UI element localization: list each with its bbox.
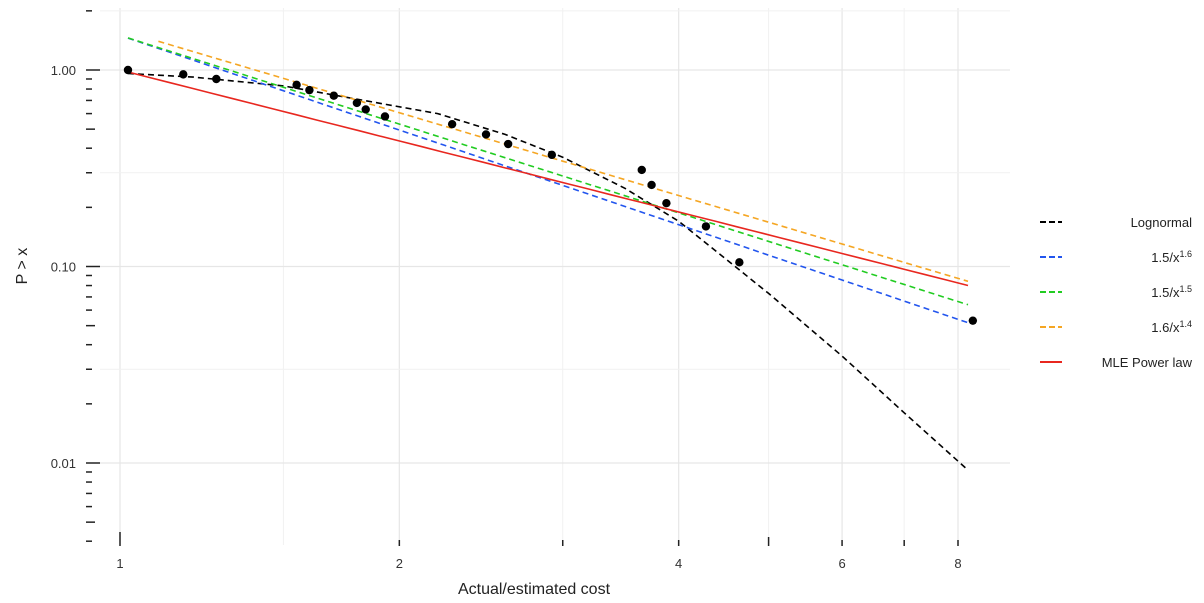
x-axis-title: Actual/estimated cost xyxy=(458,581,611,598)
data-point xyxy=(352,98,362,108)
x-tick-label: 2 xyxy=(396,556,403,571)
legend-label-5: MLE Power law xyxy=(1102,355,1193,370)
data-point xyxy=(329,91,339,100)
series-line-2 xyxy=(127,37,969,324)
grid-lines xyxy=(100,8,1010,545)
legend-label-4: 1.6/x1.4 xyxy=(1151,319,1192,335)
tick-labels: 1 2 4 6 8 1.00 0.10 0.01 xyxy=(51,63,962,571)
data-point xyxy=(212,74,221,84)
y-tick-label: 1.00 xyxy=(51,63,76,78)
data-point xyxy=(647,180,656,190)
data-point xyxy=(179,70,188,79)
legend-label-1: Lognormal xyxy=(1131,215,1193,230)
x-tick-label: 6 xyxy=(838,556,845,571)
y-tick-label: 0.01 xyxy=(51,456,76,471)
series-lines xyxy=(127,37,969,471)
data-point xyxy=(123,65,133,75)
data-point xyxy=(968,316,978,325)
data-point xyxy=(503,139,513,149)
x-tick-label: 8 xyxy=(954,556,961,571)
data-point xyxy=(735,258,744,267)
data-point xyxy=(447,119,457,129)
y-axis-title: P > x xyxy=(14,248,31,285)
data-point xyxy=(637,165,646,175)
x-tick-label: 1 xyxy=(116,556,123,571)
data-point xyxy=(361,105,370,114)
legend-label-3: 1.5/x1.5 xyxy=(1151,284,1192,300)
x-tick-label: 4 xyxy=(675,556,682,571)
data-point xyxy=(481,130,491,139)
legend: Lognormal 1.5/x1.6 1.5/x1.5 1.6/x1.4 MLE Pow… xyxy=(1040,215,1193,370)
series-line-5 xyxy=(127,71,969,287)
series-line-3 xyxy=(127,37,969,306)
axis-ticks xyxy=(86,10,959,546)
series-line-1 xyxy=(127,72,969,471)
data-point xyxy=(547,150,557,160)
data-points xyxy=(123,65,978,325)
data-point xyxy=(305,85,314,95)
legend-label-2: 1.5/x1.6 xyxy=(1151,249,1192,265)
series-line-4 xyxy=(158,40,969,283)
data-point xyxy=(380,112,390,121)
data-point xyxy=(701,222,711,231)
data-point xyxy=(292,80,301,90)
data-point xyxy=(662,198,671,208)
y-tick-label: 0.10 xyxy=(51,260,76,275)
